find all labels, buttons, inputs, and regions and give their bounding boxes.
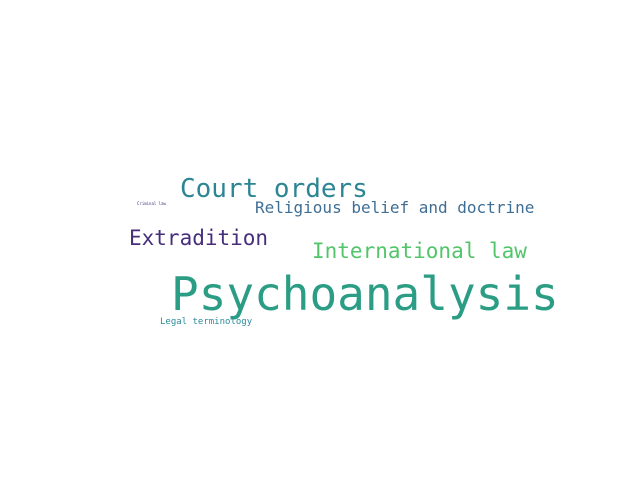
word-psychoanalysis: Psychoanalysis [171,267,559,321]
word-legal-terminology: Legal terminology [160,317,253,327]
word-international-law: International law [312,239,527,263]
word-religious-belief-and-doctrine: Religious belief and doctrine [255,198,535,217]
word-court-orders: Court orders [180,174,368,204]
word-extradition: Extradition [129,226,269,250]
word-criminal-law: Criminal law [137,201,166,206]
